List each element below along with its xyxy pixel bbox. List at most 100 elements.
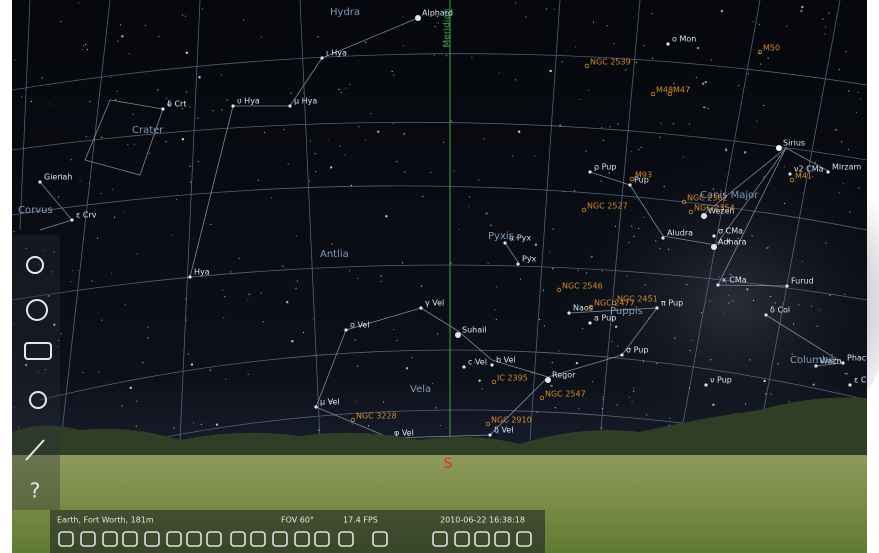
bg-star	[825, 26, 826, 27]
bg-star	[349, 84, 350, 85]
bg-star	[705, 81, 707, 83]
bg-star	[435, 407, 436, 408]
bg-star	[221, 74, 222, 75]
bg-star	[365, 42, 366, 43]
bg-star	[338, 89, 339, 90]
bg-star	[633, 391, 634, 392]
star	[462, 365, 465, 368]
bg-star	[845, 373, 846, 374]
star	[415, 15, 421, 21]
bg-star	[664, 186, 665, 187]
bg-star	[798, 304, 799, 305]
bg-star	[125, 304, 126, 305]
bg-star	[406, 367, 408, 369]
bg-star	[173, 428, 174, 429]
bg-star	[767, 247, 768, 248]
bg-star	[197, 117, 198, 118]
bg-star	[222, 290, 223, 291]
bg-star	[446, 55, 447, 56]
star-label: Regor	[552, 371, 576, 380]
bg-star	[149, 153, 150, 154]
bg-star	[385, 215, 387, 217]
bg-star	[114, 217, 115, 218]
star-label: Adhara	[718, 238, 747, 247]
bg-star	[142, 362, 143, 363]
star	[231, 104, 234, 107]
bg-star	[609, 126, 610, 127]
bg-star	[98, 371, 99, 372]
bg-star	[789, 401, 790, 402]
bg-star	[314, 153, 315, 154]
bg-star	[710, 359, 711, 360]
bg-star	[784, 203, 785, 204]
bg-star	[626, 275, 627, 276]
bg-star	[158, 36, 159, 37]
bg-star	[617, 345, 618, 346]
star-label: ο Mon	[672, 35, 696, 44]
bg-star	[645, 284, 646, 285]
bg-star	[137, 253, 138, 254]
bg-star	[295, 288, 296, 289]
bg-star	[638, 149, 639, 150]
bg-star	[628, 242, 629, 243]
star	[848, 383, 851, 386]
bg-star	[846, 51, 847, 52]
bg-star	[58, 196, 59, 197]
bg-star	[403, 45, 404, 46]
bg-star	[393, 123, 394, 124]
bg-star	[835, 129, 837, 131]
bg-star	[403, 134, 404, 135]
star	[712, 234, 715, 237]
star-label: Suhail	[462, 326, 487, 335]
bg-star	[725, 148, 726, 149]
bg-star	[629, 397, 630, 398]
bg-star	[190, 182, 191, 183]
bg-star	[520, 279, 521, 280]
bg-star	[185, 16, 186, 17]
bg-star	[652, 58, 653, 59]
star	[661, 236, 664, 239]
star	[288, 104, 291, 107]
bg-star	[136, 426, 137, 427]
bg-star	[328, 140, 329, 141]
bg-star	[811, 306, 812, 307]
bg-star	[800, 10, 802, 12]
bg-star	[332, 243, 333, 244]
bg-star	[748, 73, 749, 74]
cardinal-point: S	[444, 456, 453, 472]
bg-star	[468, 206, 469, 207]
bg-star	[749, 359, 750, 360]
bg-star	[458, 229, 459, 230]
bg-star	[381, 275, 382, 276]
star	[70, 218, 73, 221]
bg-star	[702, 83, 704, 85]
star	[666, 42, 669, 45]
star	[488, 433, 491, 436]
bg-star	[221, 109, 222, 110]
bg-star	[543, 290, 544, 291]
bg-star	[145, 25, 146, 26]
bg-star	[703, 107, 704, 108]
bg-star	[351, 423, 352, 424]
bg-star	[652, 13, 653, 14]
bg-star	[617, 404, 618, 405]
bg-star	[600, 180, 601, 181]
star-label: Alphard	[422, 9, 453, 18]
bg-star	[686, 284, 687, 285]
bg-star	[562, 61, 563, 62]
help-button[interactable]: ?	[30, 479, 41, 503]
bg-star	[752, 235, 753, 236]
star-label: Mirzam	[832, 163, 862, 172]
bg-star	[432, 383, 433, 384]
bg-star	[157, 89, 158, 90]
bg-star	[553, 229, 554, 230]
bg-star	[136, 401, 137, 402]
bg-star	[860, 98, 861, 99]
bg-star	[123, 212, 124, 213]
star-label: ε Crv	[76, 211, 97, 220]
bg-star	[496, 286, 497, 287]
bg-star	[297, 280, 298, 281]
star-label: Gienah	[44, 173, 72, 182]
constellation-label: Antlia	[320, 249, 349, 260]
bg-star	[132, 114, 133, 115]
